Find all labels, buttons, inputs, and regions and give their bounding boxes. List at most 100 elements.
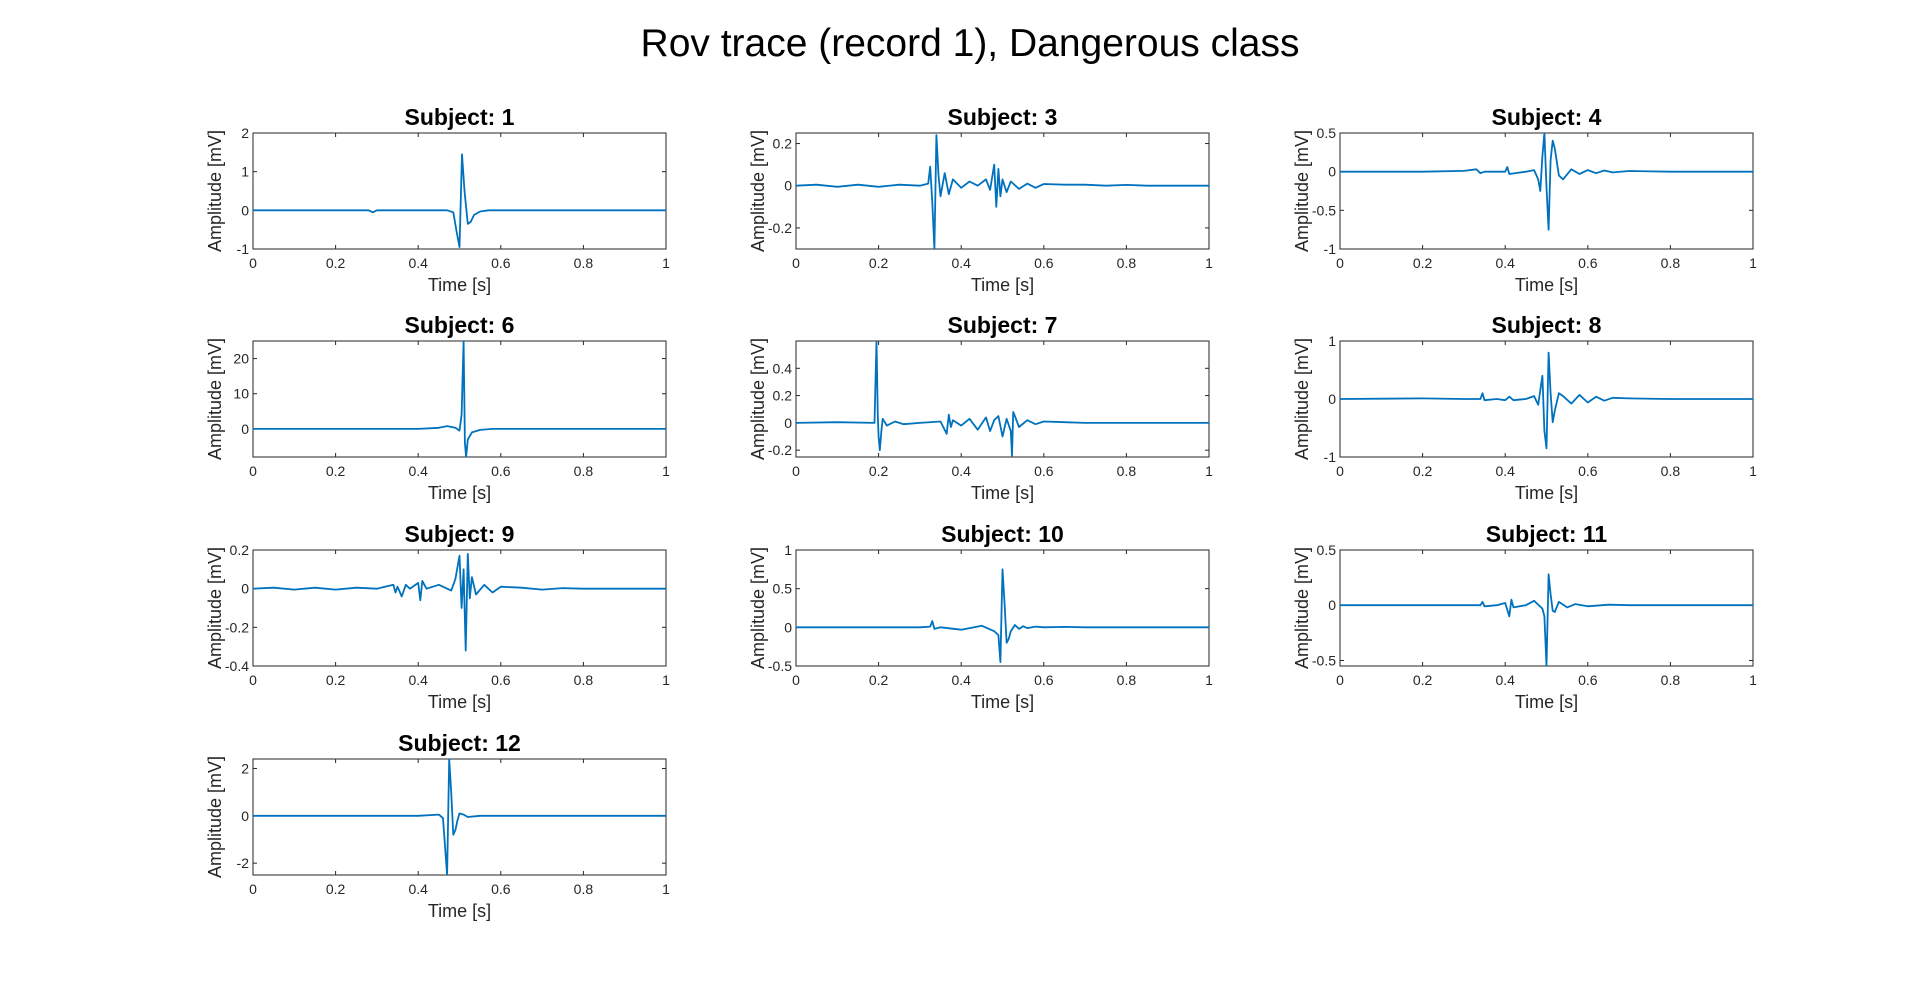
y-axis-label: Amplitude [mV] — [205, 756, 225, 878]
y-tick-label: 0.5 — [1317, 542, 1337, 558]
signal-trace-line — [1340, 133, 1753, 231]
x-tick-label: 0.2 — [1413, 255, 1433, 271]
x-tick-label: 0.2 — [869, 255, 889, 271]
x-axis-label: Time [s] — [1515, 275, 1578, 295]
x-tick-label: 1 — [662, 255, 670, 271]
x-tick-label: 0.6 — [491, 881, 511, 897]
y-tick-label: 1 — [784, 542, 792, 558]
x-axis-label: Time [s] — [1515, 692, 1578, 712]
y-axis-label: Amplitude [mV] — [1292, 547, 1312, 669]
x-tick-label: 0.2 — [326, 672, 346, 688]
figure-title: Rov trace (record 1), Dangerous class — [641, 22, 1300, 65]
subplot: 0 0.2 0.4 0.6 0.8 1 -0.4 -0.2 0 0.2 Subject: 9 Time… — [205, 521, 670, 712]
y-axis-label: Amplitude [mV] — [1292, 338, 1312, 460]
y-axis-label: Amplitude [mV] — [1292, 130, 1312, 252]
x-tick-label: 0 — [1336, 672, 1344, 688]
x-tick-label: 1 — [662, 463, 670, 479]
y-tick-label: -0.2 — [768, 442, 792, 458]
x-tick-label: 0.4 — [1495, 255, 1515, 271]
y-tick-label: 0 — [784, 619, 792, 635]
x-axis-label: Time [s] — [428, 275, 491, 295]
x-tick-label: 0.4 — [1495, 672, 1515, 688]
y-tick-label: 1 — [241, 164, 249, 180]
x-tick-label: 0.4 — [408, 672, 428, 688]
x-tick-label: 0.8 — [1117, 255, 1137, 271]
x-tick-label: 0.8 — [1661, 463, 1681, 479]
x-axis-label: Time [s] — [1515, 483, 1578, 503]
x-tick-label: 0.2 — [1413, 672, 1433, 688]
y-tick-label: -0.2 — [768, 220, 792, 236]
y-tick-label: 2 — [241, 760, 249, 776]
y-tick-label: 0 — [241, 808, 249, 824]
x-tick-label: 0 — [249, 881, 257, 897]
x-tick-label: 0 — [792, 463, 800, 479]
x-tick-label: 0 — [792, 255, 800, 271]
y-tick-label: 0.2 — [773, 388, 793, 404]
x-axis-label: Time [s] — [428, 901, 491, 921]
x-axis-label: Time [s] — [428, 692, 491, 712]
x-tick-label: 0.6 — [1034, 463, 1054, 479]
y-tick-label: 0 — [784, 415, 792, 431]
subplot-title: Subject: 12 — [398, 730, 521, 756]
y-axis-label: Amplitude [mV] — [748, 547, 768, 669]
y-tick-label: -1 — [1324, 449, 1337, 465]
y-tick-label: 0 — [1328, 391, 1336, 407]
y-tick-label: 0.2 — [230, 542, 250, 558]
subplot-title: Subject: 1 — [405, 104, 515, 130]
signal-trace-line — [1340, 573, 1753, 666]
plot-area — [252, 340, 667, 458]
signal-trace-line — [253, 153, 666, 249]
y-tick-label: -0.5 — [1312, 652, 1336, 668]
x-axis-label: Time [s] — [971, 275, 1034, 295]
y-tick-label: 0.4 — [773, 360, 793, 376]
x-tick-label: 0.8 — [1661, 255, 1681, 271]
x-axis-label: Time [s] — [971, 692, 1034, 712]
subplot-title: Subject: 7 — [948, 312, 1058, 338]
x-tick-label: 0.2 — [326, 255, 346, 271]
subplot-title: Subject: 10 — [941, 521, 1064, 547]
x-tick-label: 0.8 — [574, 672, 594, 688]
x-tick-label: 0.8 — [1117, 672, 1137, 688]
y-tick-label: 0 — [1328, 164, 1336, 180]
x-tick-label: 0.4 — [951, 672, 971, 688]
y-tick-label: 0 — [241, 202, 249, 218]
y-tick-label: -0.5 — [768, 658, 792, 674]
y-tick-label: 0 — [1328, 597, 1336, 613]
x-tick-label: 1 — [1205, 463, 1213, 479]
y-axis-label: Amplitude [mV] — [748, 130, 768, 252]
x-tick-label: 0.2 — [326, 881, 346, 897]
y-tick-label: -0.5 — [1312, 202, 1336, 218]
x-tick-label: 0.4 — [408, 463, 428, 479]
x-tick-label: 0.6 — [491, 672, 511, 688]
x-tick-label: 1 — [662, 672, 670, 688]
signal-trace-line — [253, 341, 666, 457]
signal-trace-line — [1340, 351, 1753, 450]
y-tick-label: 0.5 — [1317, 125, 1337, 141]
subplot-title: Subject: 8 — [1492, 312, 1602, 338]
x-tick-label: 0.6 — [1034, 672, 1054, 688]
y-axis-label: Amplitude [mV] — [205, 130, 225, 252]
x-tick-label: 0.2 — [869, 672, 889, 688]
y-tick-label: 2 — [241, 125, 249, 141]
x-tick-label: 0 — [1336, 255, 1344, 271]
x-tick-label: 0 — [1336, 463, 1344, 479]
subplot-title: Subject: 9 — [405, 521, 515, 547]
x-axis-label: Time [s] — [428, 483, 491, 503]
x-tick-label: 0.2 — [1413, 463, 1433, 479]
x-tick-label: 0.8 — [574, 463, 594, 479]
subplot-title: Subject: 6 — [405, 312, 515, 338]
x-tick-label: 0 — [249, 672, 257, 688]
y-tick-label: 0.5 — [773, 581, 793, 597]
x-tick-label: 0.2 — [326, 463, 346, 479]
signal-trace-line — [253, 759, 666, 875]
subplot-title: Subject: 11 — [1486, 521, 1608, 547]
x-tick-label: 0.4 — [951, 463, 971, 479]
y-tick-label: 20 — [233, 351, 249, 367]
x-tick-label: 0.6 — [1578, 255, 1598, 271]
x-tick-label: 0.6 — [1578, 672, 1598, 688]
